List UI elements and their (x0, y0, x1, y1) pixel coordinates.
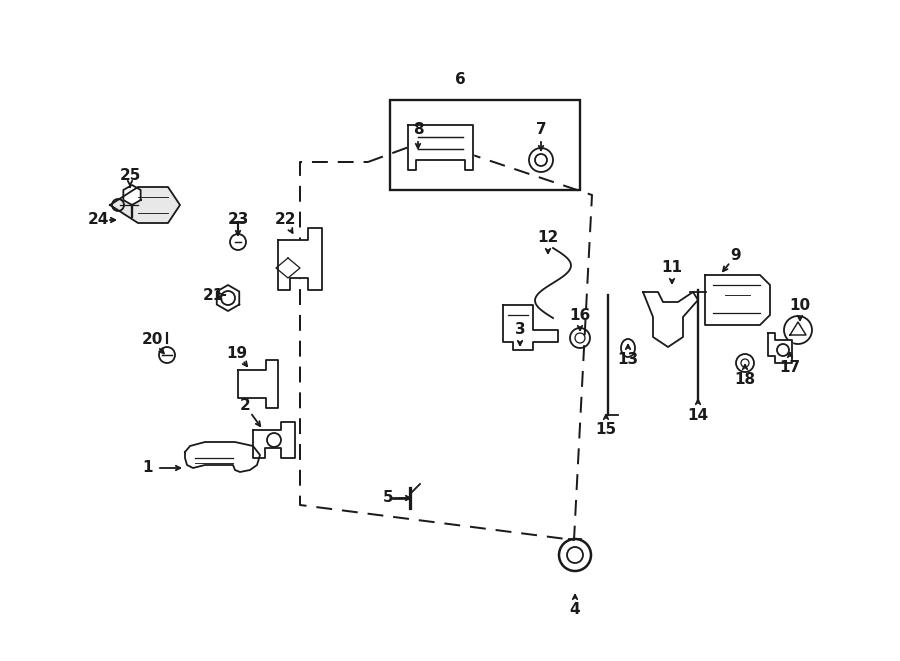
Polygon shape (643, 292, 698, 347)
Text: 14: 14 (688, 407, 708, 422)
Bar (390, 100, 580, 190)
Text: 7: 7 (536, 122, 546, 137)
Polygon shape (705, 275, 770, 325)
Text: 23: 23 (228, 212, 248, 227)
Text: 6: 6 (454, 73, 465, 87)
Text: 11: 11 (662, 260, 682, 276)
Polygon shape (238, 360, 278, 408)
Polygon shape (123, 185, 140, 205)
Polygon shape (217, 285, 239, 311)
Text: 8: 8 (413, 122, 423, 137)
Text: 25: 25 (120, 167, 140, 182)
Polygon shape (768, 333, 792, 363)
Text: 10: 10 (789, 297, 811, 313)
Text: 2: 2 (239, 397, 250, 412)
Text: 21: 21 (202, 288, 223, 303)
Text: 15: 15 (596, 422, 617, 438)
Text: 24: 24 (87, 212, 109, 227)
Polygon shape (408, 125, 473, 170)
Text: 5: 5 (382, 490, 393, 506)
Text: 9: 9 (731, 247, 742, 262)
Text: 1: 1 (143, 461, 153, 475)
Text: 16: 16 (570, 307, 590, 323)
Text: 18: 18 (734, 373, 756, 387)
Text: 12: 12 (537, 231, 559, 245)
Polygon shape (278, 228, 322, 290)
Text: 3: 3 (515, 323, 526, 338)
Text: 17: 17 (779, 360, 801, 375)
Polygon shape (110, 187, 180, 223)
Text: 19: 19 (227, 346, 248, 360)
Text: 4: 4 (570, 602, 580, 617)
Text: 13: 13 (617, 352, 639, 368)
Text: 20: 20 (141, 332, 163, 348)
Text: 22: 22 (274, 212, 296, 227)
